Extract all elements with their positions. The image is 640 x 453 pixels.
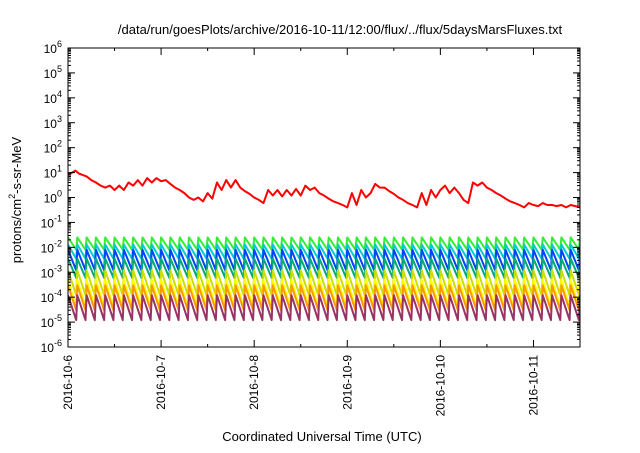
- y-tick-label: 10-2: [41, 238, 62, 255]
- y-tick-label: 10-3: [41, 263, 62, 280]
- y-tick-label: 104: [44, 89, 62, 106]
- plot-area: 10-6 10-5 10-4 10-3 10-2 10-1 100 101 102 103 104 1…: [41, 39, 581, 417]
- y-tick-label: 102: [44, 139, 62, 156]
- y-tick-label: 10-4: [41, 288, 62, 305]
- series-line-red: [68, 169, 580, 209]
- x-axis-label: Coordinated Universal Time (UTC): [222, 429, 421, 444]
- y-axis-label: protons/cm2-s-sr-MeV: [7, 136, 24, 263]
- x-tick-label: 2016-10-8: [247, 355, 261, 410]
- y-axis-label-text: protons/cm2-s-sr-MeV: [7, 136, 24, 263]
- x-tick-label: 2016-10-7: [154, 355, 168, 410]
- x-tick-label: 2016-10-11: [526, 355, 540, 416]
- y-tick-label: 10-6: [41, 338, 62, 355]
- y-tick-label: 10-1: [41, 213, 62, 230]
- y-tick-label: 10-5: [41, 313, 62, 330]
- series-group: [68, 169, 580, 322]
- series-line-8: [68, 294, 580, 322]
- x-tick-label: 2016-10-6: [61, 355, 75, 410]
- y-tick-label: 101: [44, 164, 62, 181]
- series-line-2: [68, 243, 580, 260]
- x-tick-label: 2016-10-9: [340, 355, 354, 410]
- x-tick-label: 2016-10-10: [433, 355, 447, 417]
- series-line-4: [68, 257, 580, 279]
- y-tick-label: 103: [44, 114, 62, 131]
- y-tick-label: 106: [44, 39, 62, 56]
- series-line-7: [68, 284, 580, 312]
- series-line-6: [68, 278, 580, 309]
- y-tick-label: 105: [44, 64, 62, 81]
- y-tick-label: 100: [44, 189, 62, 206]
- series-line-5: [68, 269, 580, 297]
- series-line-1: [68, 236, 580, 251]
- series-line-3: [68, 248, 580, 272]
- chart-title: /data/run/goesPlots/archive/2016-10-11/1…: [118, 22, 563, 37]
